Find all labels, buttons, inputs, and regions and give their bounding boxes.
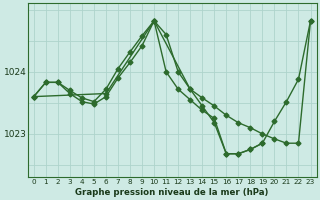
X-axis label: Graphe pression niveau de la mer (hPa): Graphe pression niveau de la mer (hPa) [76,188,269,197]
